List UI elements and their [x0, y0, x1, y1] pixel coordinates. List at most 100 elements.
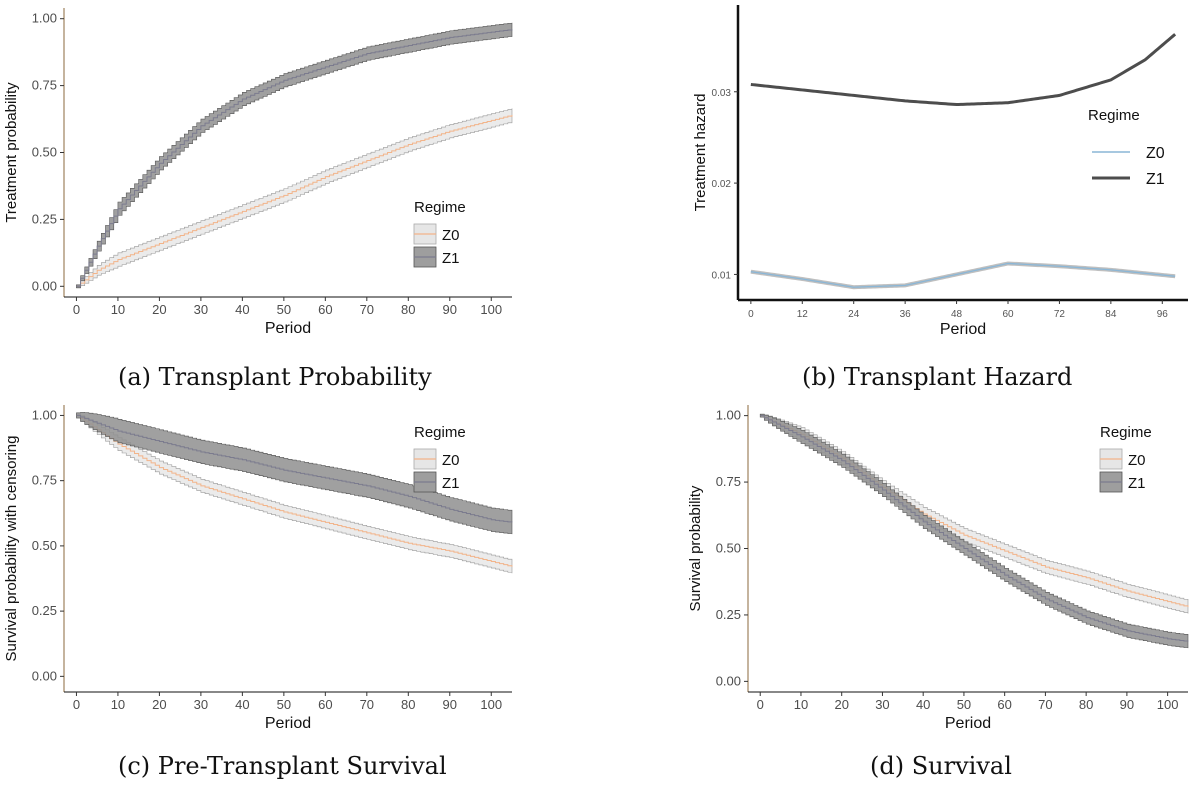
panel-survival: 0 10 20 30 40 50 60 70 80 90 100 0.00 0.25 0.50 0.75 1.… [600, 397, 1203, 794]
series-z0-ribbon [750, 261, 1176, 290]
series-group [76, 22, 513, 289]
x-tick-label: 60 [318, 697, 332, 712]
series-z0-band [76, 413, 513, 574]
x-tick-label: 70 [360, 697, 374, 712]
x-tick-label: 70 [1038, 697, 1052, 712]
x-axis-title: Period [265, 320, 311, 337]
x-tick-label: 100 [480, 302, 502, 317]
y-axis-title: Survival probability with censoring [3, 436, 20, 662]
x-tick-label: 80 [401, 697, 415, 712]
y-tick-label: 1.00 [32, 11, 57, 26]
x-tick-label: 40 [916, 697, 930, 712]
series-z1-band [76, 412, 513, 535]
x-tick-label: 24 [848, 309, 860, 320]
x-axis-title: Period [945, 715, 991, 732]
x-tick-label: 30 [875, 697, 889, 712]
y-tick-label: 0.03 [712, 88, 732, 99]
x-tick-label: 50 [277, 697, 291, 712]
legend-title: Regime [1100, 424, 1152, 441]
x-tick-label: 90 [443, 302, 457, 317]
caption-transplant-probability: (a) Transplant Probability [118, 363, 432, 391]
x-tick-label: 50 [957, 697, 971, 712]
series-z1-line [760, 415, 1189, 642]
caption-pre-transplant-survival: (c) Pre-Transplant Survival [118, 752, 447, 780]
x-tick-label: 20 [152, 697, 166, 712]
panel-transplant-hazard: 0 12 24 36 48 60 72 84 96 0.01 0.02 0.03 Period Treat… [600, 0, 1203, 395]
x-tick-label: 10 [111, 697, 125, 712]
y-tick-label: 0.25 [716, 607, 741, 622]
caption-survival: (d) Survival [870, 752, 1012, 780]
y-tick-label: 0.25 [32, 603, 57, 618]
y-tick-label: 0.01 [712, 270, 732, 281]
x-tick-label: 90 [1120, 697, 1134, 712]
series-group [76, 412, 513, 574]
legend: Regime Z0 Z1 [1099, 424, 1152, 493]
series-z0-band [76, 108, 513, 289]
y-tick-label: 0.00 [716, 673, 741, 688]
y-tick-label: 0.50 [32, 145, 57, 160]
x-tick-label: 0 [73, 302, 80, 317]
y-tick-label: 0.75 [716, 474, 741, 489]
x-tick-label: 36 [900, 309, 912, 320]
x-tick-label: 40 [235, 697, 249, 712]
legend-label-z0: Z0 [442, 452, 460, 469]
x-tick-label: 30 [194, 697, 208, 712]
y-axis-title: Treatment probability [3, 82, 20, 223]
legend-label-z0: Z0 [442, 227, 460, 244]
y-tick-label: 0.02 [712, 179, 732, 190]
series-z0-line [76, 414, 513, 567]
x-tick-label: 84 [1105, 309, 1117, 320]
series-z0-line [750, 262, 1176, 288]
x-tick-label: 70 [360, 302, 374, 317]
y-tick-label: 0.50 [716, 541, 741, 556]
x-tick-label: 60 [997, 697, 1011, 712]
x-tick-label: 80 [1079, 697, 1093, 712]
legend: Regime Z0 Z1 [413, 199, 466, 268]
y-axis-title: Treatment hazard [692, 94, 709, 212]
y-axis-title: Survival probability [687, 485, 704, 611]
series-z1-line [76, 29, 513, 287]
y-tick-label: 0.75 [32, 473, 57, 488]
x-tick-label: 20 [152, 302, 166, 317]
series-z0-line [76, 115, 513, 287]
legend: Regime Z0 Z1 [413, 424, 466, 493]
x-tick-label: 60 [318, 302, 332, 317]
x-tick-label: 0 [73, 697, 80, 712]
series-z1-line [750, 33, 1177, 107]
x-tick-label: 90 [443, 697, 457, 712]
x-tick-label: 40 [235, 302, 249, 317]
y-tick-label: 1.00 [32, 407, 57, 422]
legend-label-z1: Z1 [442, 475, 460, 492]
legend-title: Regime [414, 424, 466, 441]
panel-pre-transplant-survival: 0 10 20 30 40 50 60 70 80 90 100 0.00 0.25 0.50 0.75 1.… [0, 397, 600, 794]
chart-transplant-probability: 0 10 20 30 40 50 60 70 80 90 100 0.00 0.25 0.50 0.75 1.… [3, 8, 513, 337]
series-group [750, 33, 1177, 290]
y-tick-label: 0.00 [32, 278, 57, 293]
legend-label-z0: Z0 [1128, 452, 1146, 469]
x-axis-title: Period [940, 321, 986, 338]
x-axis-title: Period [265, 715, 311, 732]
legend-title: Regime [414, 199, 466, 216]
x-tick-label: 0 [757, 697, 764, 712]
x-tick-label: 30 [194, 302, 208, 317]
series-z1-band [76, 22, 513, 289]
legend: Regime Z0 Z1 [1088, 107, 1165, 188]
x-tick-label: 12 [797, 309, 809, 320]
legend-label-z1: Z1 [1128, 475, 1146, 492]
x-tick-label: 48 [951, 309, 963, 320]
x-tick-label: 50 [277, 302, 291, 317]
legend-title: Regime [1088, 107, 1140, 124]
legend-label-z1: Z1 [1146, 171, 1165, 188]
y-tick-label: 0.25 [32, 211, 57, 226]
chart-pre-transplant-survival: 0 10 20 30 40 50 60 70 80 90 100 0.00 0.25 0.50 0.75 1.… [3, 405, 513, 732]
legend-label-z1: Z1 [442, 250, 460, 267]
series-group [759, 413, 1189, 649]
x-tick-label: 80 [401, 302, 415, 317]
x-tick-label: 20 [834, 697, 848, 712]
x-tick-label: 100 [1157, 697, 1179, 712]
x-tick-label: 60 [1002, 309, 1014, 320]
x-tick-label: 0 [748, 309, 754, 320]
caption-transplant-hazard: (b) Transplant Hazard [802, 363, 1073, 391]
x-tick-label: 100 [480, 697, 502, 712]
x-tick-label: 10 [111, 302, 125, 317]
